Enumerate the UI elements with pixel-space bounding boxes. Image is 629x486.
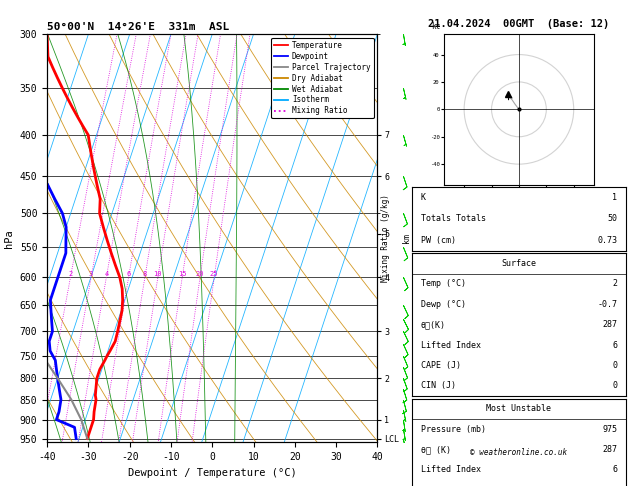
Text: 20: 20 xyxy=(196,271,204,278)
Text: θᴇ(K): θᴇ(K) xyxy=(421,320,445,329)
Text: kt: kt xyxy=(431,22,440,31)
Text: CIN (J): CIN (J) xyxy=(421,382,455,390)
Text: 10: 10 xyxy=(153,271,162,278)
Text: θᴇ (K): θᴇ (K) xyxy=(421,445,450,454)
Text: 50: 50 xyxy=(608,214,617,224)
Text: Temp (°C): Temp (°C) xyxy=(421,279,465,288)
Text: Mixing Ratio (g/kg): Mixing Ratio (g/kg) xyxy=(381,194,389,282)
Text: 25: 25 xyxy=(210,271,218,278)
Text: Surface: Surface xyxy=(501,259,537,268)
Text: 3: 3 xyxy=(89,271,93,278)
Text: K: K xyxy=(421,193,426,202)
Text: 8: 8 xyxy=(143,271,147,278)
Text: 2: 2 xyxy=(612,279,617,288)
Text: Totals Totals: Totals Totals xyxy=(421,214,486,224)
Text: Pressure (mb): Pressure (mb) xyxy=(421,425,486,434)
Text: 2: 2 xyxy=(69,271,72,278)
Text: Lifted Index: Lifted Index xyxy=(421,466,481,474)
Text: Most Unstable: Most Unstable xyxy=(486,404,552,413)
Text: 4: 4 xyxy=(104,271,108,278)
Text: 15: 15 xyxy=(178,271,186,278)
Text: 50°00'N  14°26'E  331m  ASL: 50°00'N 14°26'E 331m ASL xyxy=(47,22,230,32)
Text: 287: 287 xyxy=(603,320,617,329)
Text: 0.73: 0.73 xyxy=(598,236,617,244)
Text: 975: 975 xyxy=(603,425,617,434)
Text: Lifted Index: Lifted Index xyxy=(421,341,481,349)
Y-axis label: hPa: hPa xyxy=(4,229,14,247)
Text: 6: 6 xyxy=(126,271,131,278)
Text: CAPE (J): CAPE (J) xyxy=(421,361,460,370)
Text: 6: 6 xyxy=(612,466,617,474)
Text: -0.7: -0.7 xyxy=(598,300,617,309)
Text: 6: 6 xyxy=(612,341,617,349)
Text: 0: 0 xyxy=(612,382,617,390)
X-axis label: Dewpoint / Temperature (°C): Dewpoint / Temperature (°C) xyxy=(128,468,297,478)
Text: 0: 0 xyxy=(612,361,617,370)
Text: 1: 1 xyxy=(612,193,617,202)
Text: 287: 287 xyxy=(603,445,617,454)
Text: Dewp (°C): Dewp (°C) xyxy=(421,300,465,309)
Text: © weatheronline.co.uk: © weatheronline.co.uk xyxy=(470,448,567,457)
Text: 21.04.2024  00GMT  (Base: 12): 21.04.2024 00GMT (Base: 12) xyxy=(428,19,610,29)
Legend: Temperature, Dewpoint, Parcel Trajectory, Dry Adiabat, Wet Adiabat, Isotherm, Mi: Temperature, Dewpoint, Parcel Trajectory… xyxy=(271,38,374,119)
Text: PW (cm): PW (cm) xyxy=(421,236,455,244)
Y-axis label: km
ASL: km ASL xyxy=(402,231,421,245)
